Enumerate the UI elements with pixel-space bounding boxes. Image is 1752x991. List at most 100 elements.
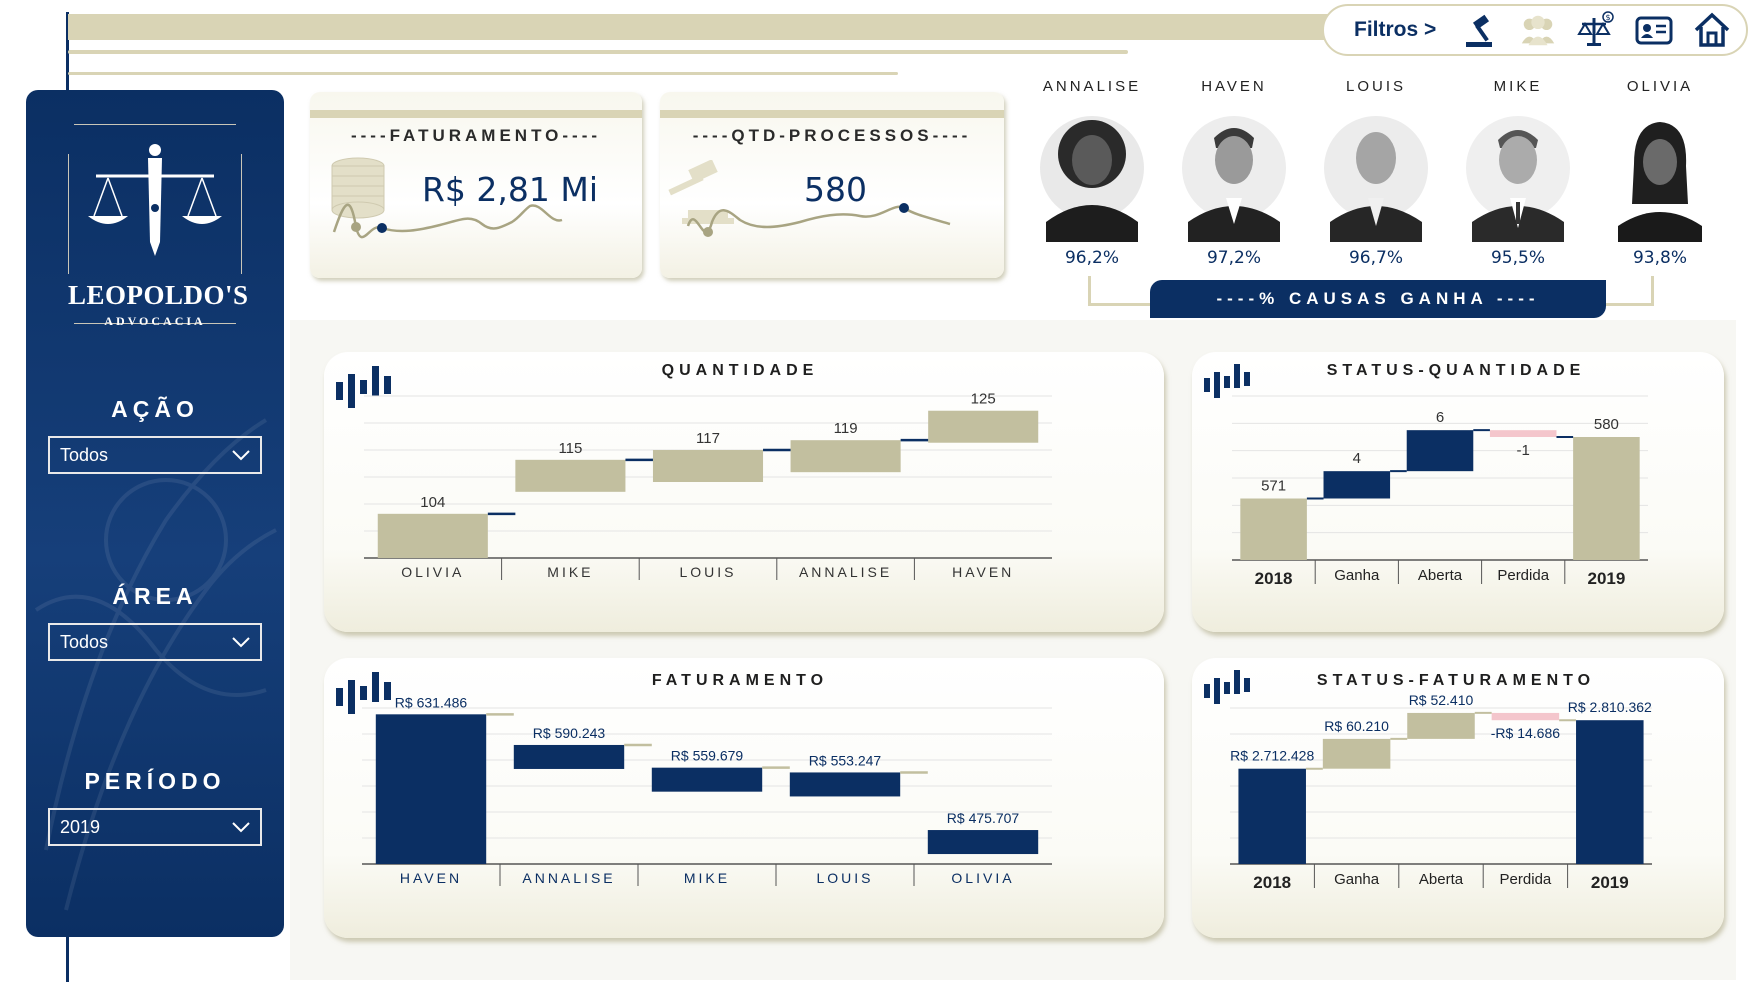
bar-chart-icon [1204, 670, 1250, 704]
x-tick-label: Aberta [1419, 871, 1464, 888]
bar [515, 459, 626, 492]
bar [1491, 712, 1560, 721]
data-label: R$ 553.247 [809, 752, 882, 768]
x-tick-label: OLIVIA [951, 870, 1014, 886]
lawyer-annalise[interactable]: ANNALISE 96,2% [1032, 68, 1152, 268]
gavel-icon [668, 160, 734, 224]
chart-title: QUANTIDADE [662, 362, 819, 379]
lawyer-win-pct: 96,2% [1064, 248, 1119, 268]
data-label: -1 [1517, 442, 1530, 459]
people-icon[interactable] [1518, 10, 1558, 50]
data-label: 125 [971, 391, 996, 408]
chevron-down-icon [232, 637, 250, 648]
x-tick-label: HAVEN [400, 870, 462, 886]
x-tick-label: 2019 [1587, 569, 1625, 588]
x-tick-label: ANNALISE [522, 870, 615, 886]
acao-dropdown-value: Todos [60, 444, 109, 465]
brand-logo: LEOPOLDO'S ADVOCACIA [68, 124, 249, 328]
x-tick-label: HAVEN [952, 564, 1014, 580]
chart-title: STATUS-FATURAMENTO [1317, 672, 1595, 689]
avatar [1466, 116, 1570, 242]
bar-chart-icon [336, 366, 391, 408]
acao-dropdown[interactable]: Todos [48, 436, 262, 474]
data-label: 117 [696, 430, 720, 447]
area-dropdown[interactable]: Todos [48, 623, 262, 661]
bar [789, 772, 901, 797]
chevron-down-icon [232, 822, 250, 833]
slicer-title-periodo: PERÍODO [84, 768, 226, 794]
chart-faturamento: FATURAMENTO R$ 631.486 HAVEN R$ 590.243 ANN… [336, 672, 1052, 886]
scale-money-icon[interactable]: $ [1576, 10, 1616, 50]
chart-quantidade: QUANTIDADE 104 OLIVIA 115 MIKE 117 LOUIS 119 AN… [336, 362, 1052, 580]
x-tick-label: Perdida [1500, 871, 1552, 888]
bar [790, 440, 901, 473]
data-label: 115 [558, 440, 582, 457]
chart-status-quantidade-card: STATUS-QUANTIDADE 571 2018 4 Ganha 6 Aberta -1… [1192, 352, 1724, 632]
lawyer-olivia[interactable]: OLIVIA 93,8% [1600, 68, 1720, 268]
x-tick-label: MIKE [547, 564, 593, 580]
x-tick-label: Perdida [1497, 567, 1549, 584]
bar [1573, 437, 1640, 560]
bar [375, 714, 487, 864]
bar-chart-icon [336, 672, 391, 714]
lawyer-name: HAVEN [1201, 78, 1267, 95]
x-tick-label: Ganha [1334, 567, 1380, 584]
causas-ganha-banner: ----% CAUSAS GANHA ---- [1150, 280, 1606, 318]
kpi-accent-bar [660, 110, 1004, 118]
lawyer-win-pct: 95,5% [1490, 248, 1545, 268]
x-tick-label: 2019 [1591, 873, 1629, 892]
bar [927, 830, 1039, 855]
data-label: R$ 2.810.362 [1568, 699, 1652, 715]
lawyer-louis[interactable]: LOUIS 96,7% [1316, 68, 1436, 268]
lawyer-haven[interactable]: HAVEN 97,2% [1174, 68, 1294, 268]
decorative-header-line [68, 72, 898, 75]
data-label: 104 [420, 494, 445, 511]
decorative-header-bar [68, 14, 1380, 40]
data-label: 571 [1261, 478, 1286, 495]
sidebar-watermark [34, 418, 277, 911]
chart-faturamento-card: FATURAMENTO R$ 631.486 HAVEN R$ 590.243 ANN… [324, 658, 1164, 938]
bar [928, 410, 1039, 443]
bar [513, 744, 625, 769]
lawyer-mike[interactable]: MIKE 95,5% [1458, 68, 1578, 268]
chart-status-quantidade: STATUS-QUANTIDADE 571 2018 4 Ganha 6 Aberta -1… [1204, 362, 1648, 588]
bar [1407, 712, 1475, 739]
data-label: 4 [1353, 450, 1361, 467]
lawyer-name: LOUIS [1345, 78, 1406, 95]
id-card-icon[interactable] [1634, 10, 1674, 50]
lawyer-win-pct: 96,7% [1348, 248, 1403, 268]
avatar [1182, 116, 1286, 242]
bar [1323, 471, 1391, 499]
x-tick-label: 2018 [1255, 569, 1293, 588]
brand-name: LEOPOLDO'S [68, 280, 249, 310]
filters-label[interactable]: Filtros > [1354, 18, 1437, 41]
x-tick-label: Ganha [1334, 871, 1380, 888]
chevron-down-icon [232, 450, 250, 461]
bar [377, 513, 488, 558]
kpi-faturamento-value: R$ 2,81 Mi [422, 170, 599, 209]
bar [651, 767, 763, 792]
kpi-processos-value: 580 [804, 170, 867, 209]
kpi-processos-sparkline [686, 203, 951, 237]
slicer-title-area: ÁREA [112, 583, 198, 609]
x-tick-label: Aberta [1418, 567, 1463, 584]
kpi-processos-card: ----QTD-PROCESSOS---- 580 [660, 92, 1004, 278]
lawyer-win-rates: ANNALISE 96,2% HAVEN 97,2% LOUIS [1012, 68, 1718, 276]
data-label: 580 [1594, 416, 1619, 433]
bar-chart-icon [1204, 364, 1250, 398]
kpi-faturamento-title: ----FATURAMENTO---- [350, 126, 602, 145]
home-icon[interactable] [1692, 10, 1732, 50]
data-label: R$ 590.243 [533, 725, 606, 741]
bar [1489, 430, 1557, 437]
data-label: 6 [1436, 409, 1444, 426]
periodo-dropdown[interactable]: 2019 [48, 808, 262, 846]
kpi-accent-bar [310, 110, 642, 118]
x-tick-label: 2018 [1253, 873, 1291, 892]
area-dropdown-value: Todos [60, 631, 109, 652]
data-label: R$ 559.679 [671, 748, 744, 764]
chart-status-faturamento-card: STATUS-FATURAMENTO R$ 2.712.428 2018 R$ 60… [1192, 658, 1724, 938]
avatar [1324, 116, 1428, 242]
lawyer-win-pct: 93,8% [1632, 248, 1687, 268]
gavel-icon[interactable] [1460, 10, 1500, 50]
slicer-title-acao: AÇÃO [111, 396, 199, 422]
